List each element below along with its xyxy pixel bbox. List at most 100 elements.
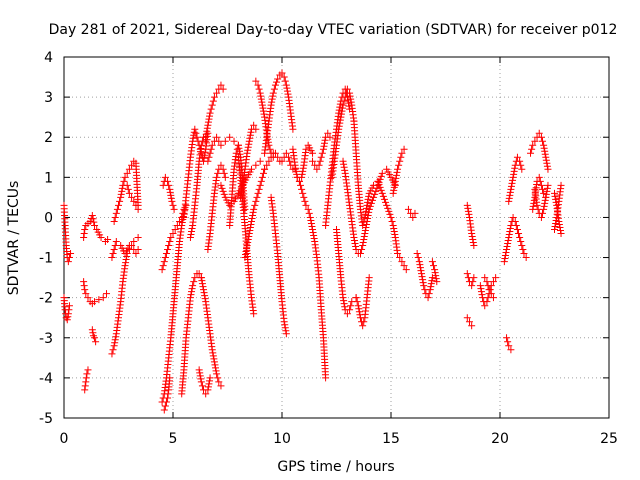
data-point <box>543 184 551 192</box>
data-point <box>353 298 361 306</box>
data-point <box>242 248 250 256</box>
data-point <box>198 382 206 390</box>
data-point <box>161 402 169 410</box>
chart-title: Day 281 of 2021, Sidereal Day-to-day VTE… <box>49 22 618 38</box>
data-point <box>254 81 262 89</box>
data-point <box>389 189 397 197</box>
data-point <box>395 161 403 169</box>
data-point <box>307 216 315 224</box>
data-point <box>112 209 120 217</box>
data-point <box>188 224 196 232</box>
data-point <box>206 377 214 385</box>
data-point <box>337 113 345 121</box>
data-point <box>241 254 249 262</box>
data-point <box>205 380 213 388</box>
data-point <box>132 250 140 258</box>
x-tick-label: 20 <box>491 431 509 447</box>
data-point <box>506 224 514 232</box>
data-point <box>505 230 513 238</box>
data-point <box>200 286 208 294</box>
data-point <box>217 141 225 149</box>
data-point <box>506 188 514 196</box>
data-point <box>463 314 471 322</box>
data-point <box>252 77 260 85</box>
data-point <box>81 386 89 394</box>
data-point <box>206 112 214 120</box>
data-point <box>280 73 288 81</box>
data-point <box>110 342 118 350</box>
data-point <box>65 306 73 314</box>
data-point <box>204 118 212 126</box>
data-point <box>509 176 517 184</box>
data-point <box>209 352 217 360</box>
data-point <box>111 213 119 221</box>
data-point <box>162 398 170 406</box>
data-point <box>420 282 428 290</box>
data-point <box>64 258 72 266</box>
data-point <box>202 390 210 398</box>
data-point <box>320 142 328 150</box>
data-point <box>464 207 472 215</box>
data-point <box>210 93 218 101</box>
data-point <box>477 288 485 296</box>
data-point <box>316 157 324 165</box>
data-point <box>125 165 133 173</box>
data-point <box>246 223 254 231</box>
data-point <box>255 85 263 93</box>
data-point <box>503 243 511 251</box>
data-point <box>198 277 206 285</box>
data-point <box>309 157 317 165</box>
data-point <box>503 334 511 342</box>
data-point <box>299 164 307 172</box>
data-point <box>292 167 300 175</box>
data-point <box>505 234 513 241</box>
data-point <box>425 290 433 298</box>
data-point <box>169 229 177 237</box>
data-point <box>515 229 523 237</box>
data-point <box>551 222 559 230</box>
x-tick-label: 15 <box>382 431 400 447</box>
data-point <box>268 95 276 103</box>
data-point <box>433 278 441 286</box>
data-point <box>299 167 307 175</box>
data-point <box>551 225 558 233</box>
data-point <box>413 250 421 258</box>
data-point <box>259 107 267 115</box>
data-point <box>235 144 243 152</box>
data-point <box>319 145 327 153</box>
data-point <box>503 246 511 254</box>
data-point <box>245 229 253 237</box>
data-point <box>118 184 126 192</box>
data-point <box>518 165 526 173</box>
data-point <box>419 279 427 287</box>
data-point <box>247 220 255 228</box>
data-point <box>506 227 514 235</box>
data-point <box>302 145 310 153</box>
data-point <box>378 189 386 197</box>
data-point <box>377 172 385 180</box>
data-point <box>220 169 228 177</box>
data-point <box>286 157 294 165</box>
data-point <box>341 93 349 101</box>
data-point <box>164 177 172 185</box>
data-point <box>91 334 99 342</box>
y-tick-label: -5 <box>39 411 53 427</box>
data-point <box>103 290 111 298</box>
data-point <box>117 193 125 201</box>
data-point <box>470 242 478 250</box>
data-point <box>118 187 126 195</box>
data-point <box>204 157 212 165</box>
data-point <box>271 81 279 89</box>
data-point <box>393 168 401 176</box>
data-point <box>544 165 552 173</box>
data-point <box>555 220 563 228</box>
data-point <box>121 262 129 270</box>
data-point <box>237 190 245 198</box>
data-point <box>281 321 289 329</box>
data-point <box>236 150 244 158</box>
data-point <box>213 133 221 141</box>
data-point <box>301 197 309 205</box>
data-point <box>167 234 175 241</box>
y-tick-label: 1 <box>44 170 53 186</box>
data-point <box>218 184 226 192</box>
